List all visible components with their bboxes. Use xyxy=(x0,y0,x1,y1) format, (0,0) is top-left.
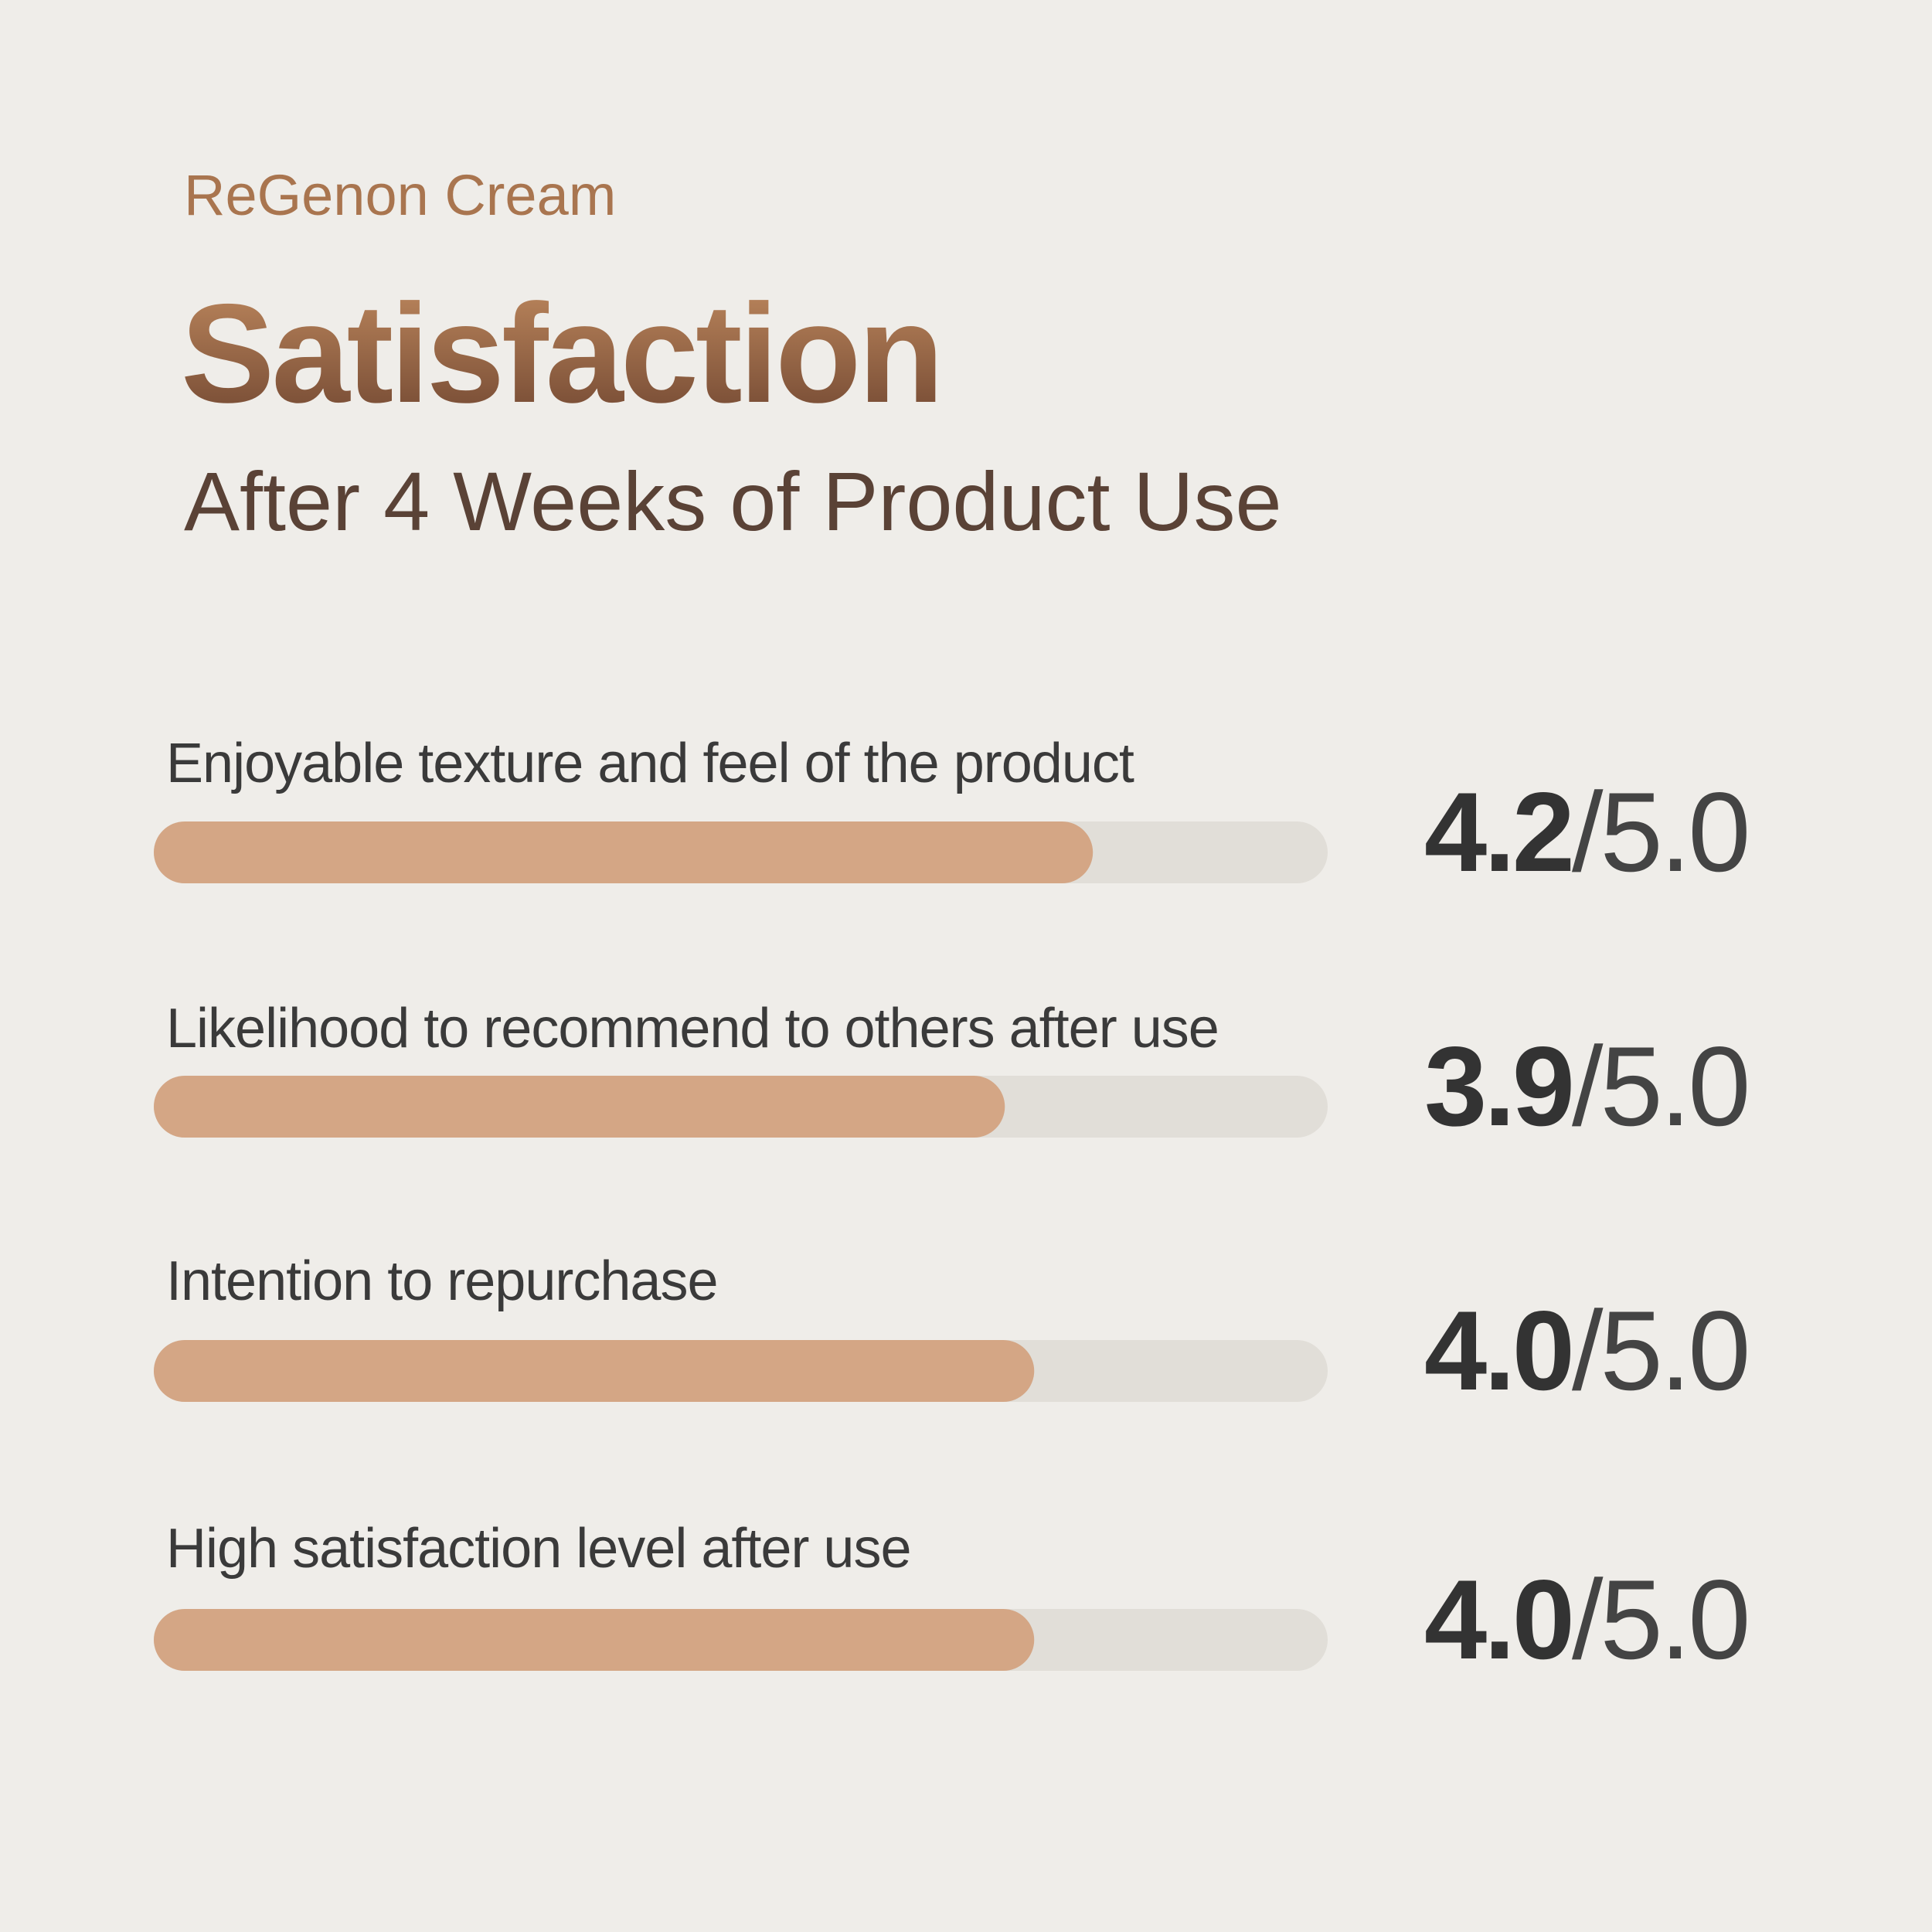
value-label: 4.0 xyxy=(1424,1556,1572,1682)
brand: ReGenon Cream xyxy=(184,163,616,227)
value-label: 4.2 xyxy=(1424,769,1572,895)
value-text: 3.9/5.0 xyxy=(1424,1023,1748,1149)
bar xyxy=(154,821,1094,883)
value-text: 4.2/5.0 xyxy=(1424,769,1748,895)
scale-label: /5.0 xyxy=(1572,769,1748,895)
value-text: 4.0/5.0 xyxy=(1424,1556,1748,1682)
chart-title: Satisfaction xyxy=(181,274,941,432)
value-label: 3.9 xyxy=(1424,1023,1572,1149)
category-label: Intention to repurchase xyxy=(166,1250,718,1312)
bar xyxy=(154,1340,1035,1402)
category-label: Likelihood to recommend to others after … xyxy=(166,998,1219,1060)
scale-label: /5.0 xyxy=(1572,1287,1748,1413)
bar xyxy=(154,1076,1005,1138)
value-label: 4.0 xyxy=(1424,1287,1572,1413)
value-text: 4.0/5.0 xyxy=(1424,1287,1748,1413)
category-label: Enjoyable texture and feel of the produc… xyxy=(166,733,1134,794)
bar xyxy=(154,1609,1035,1671)
chart-subtitle: After 4 Weeks of Product Use xyxy=(184,454,1282,548)
category-label: High satisfaction level after use xyxy=(166,1518,911,1580)
scale-label: /5.0 xyxy=(1572,1023,1748,1149)
scale-label: /5.0 xyxy=(1572,1556,1748,1682)
